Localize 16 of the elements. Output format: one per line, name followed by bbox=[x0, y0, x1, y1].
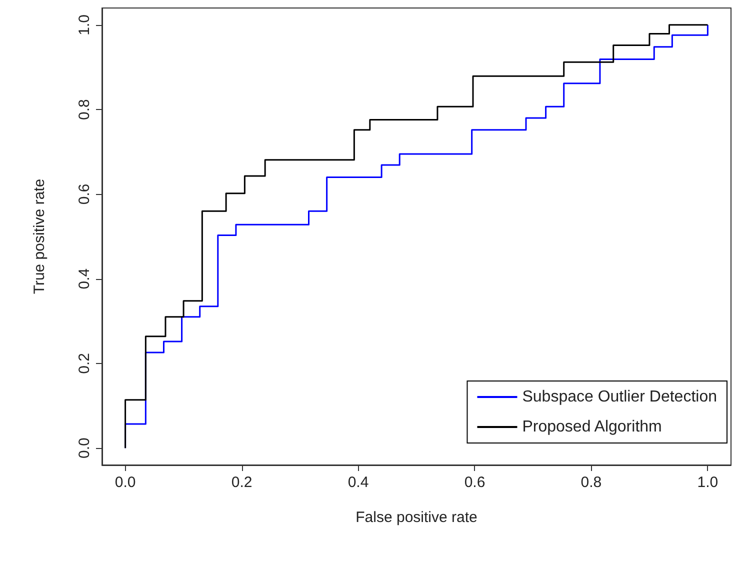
x-tick-label: 1.0 bbox=[697, 474, 718, 491]
y-tick-label: 1.0 bbox=[76, 14, 93, 36]
x-tick-label: 0.0 bbox=[114, 474, 136, 491]
legend-label: Subspace Outlier Detection bbox=[522, 388, 718, 406]
x-axis-title: False positive rate bbox=[356, 509, 478, 526]
x-tick-label: 0.4 bbox=[348, 474, 369, 491]
x-tick-label: 0.8 bbox=[580, 474, 602, 491]
y-tick-label: 0.2 bbox=[76, 353, 93, 374]
y-tick-label: 0.8 bbox=[76, 99, 93, 120]
y-tick-label: 0.0 bbox=[76, 438, 93, 459]
y-axis-title: True positive rate bbox=[31, 178, 48, 294]
y-tick-label: 0.4 bbox=[76, 268, 93, 290]
x-tick-label: 0.2 bbox=[231, 474, 252, 491]
y-tick-label: 0.6 bbox=[76, 184, 93, 205]
x-tick-label: 0.6 bbox=[464, 474, 486, 491]
legend-label: Proposed Algorithm bbox=[522, 418, 662, 436]
